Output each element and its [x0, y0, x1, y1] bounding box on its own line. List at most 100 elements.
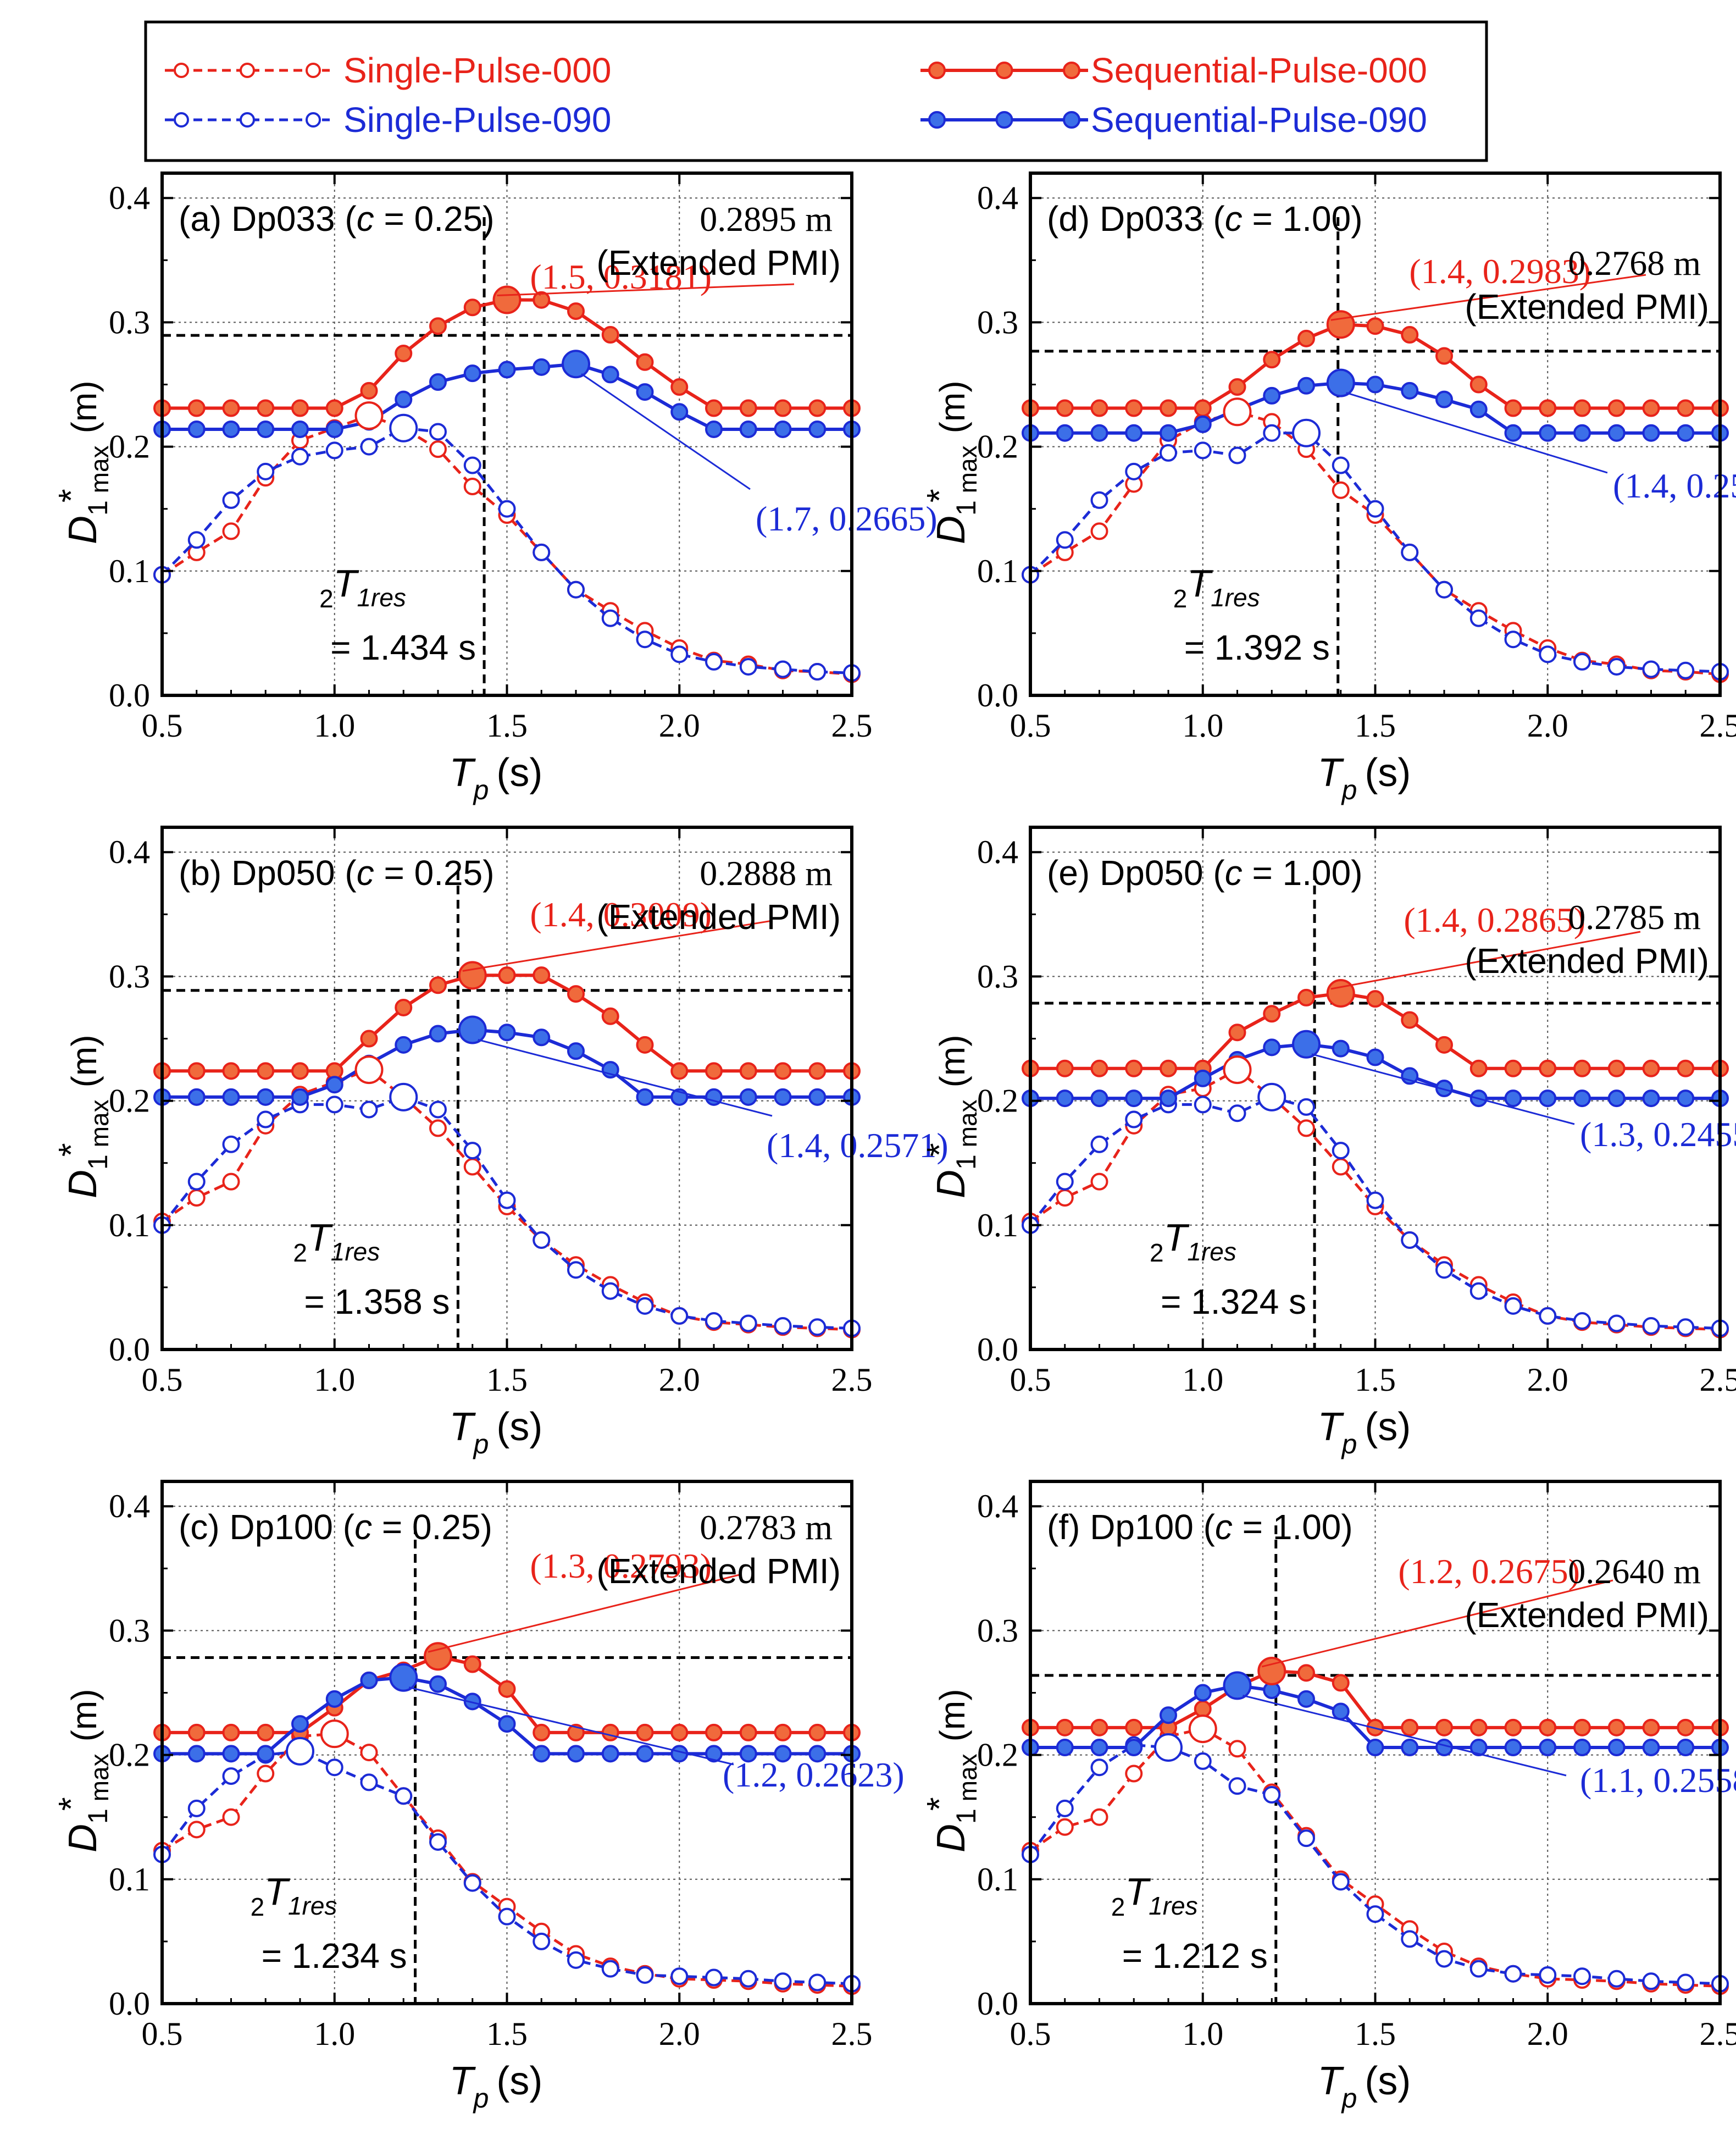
red-peak-label: (1.5, 0.3181) [530, 257, 712, 296]
data-point [1539, 645, 1557, 663]
data-point [1194, 441, 1212, 460]
x-tick-label: 2.0 [1527, 1362, 1568, 1398]
data-point [1194, 1096, 1212, 1114]
single-pulse-090-peak [1292, 418, 1321, 447]
y-tick-label: 0.2 [977, 1083, 1018, 1119]
data-point [291, 1088, 309, 1106]
data-point [739, 1088, 757, 1106]
data-point [1469, 1282, 1488, 1300]
legend-marker [174, 63, 189, 78]
data-point [670, 378, 689, 396]
data-point [1194, 1684, 1212, 1702]
data-point [1332, 1039, 1350, 1058]
data-point [808, 420, 827, 438]
data-point [705, 420, 723, 438]
data-point [705, 652, 723, 671]
y-tick-label: 0.4 [977, 180, 1018, 216]
data-point [739, 1970, 757, 1988]
data-point [774, 420, 792, 438]
resonance-label: 2T1res [1173, 562, 1260, 613]
y-tick-label: 0.3 [977, 958, 1018, 994]
data-point [705, 1968, 723, 1987]
data-point [1435, 1718, 1453, 1736]
data-point [636, 1966, 654, 1984]
pmi-caption: (Extended PMI) [1465, 941, 1709, 981]
x-tick-label: 1.0 [314, 2016, 355, 2052]
data-point [1401, 1739, 1419, 1757]
data-point [808, 1088, 827, 1106]
legend-entry-sequential-pulse-090: Sequential-Pulse-090 [920, 100, 1427, 140]
red-peak-label: (1.4, 0.2865) [1404, 900, 1585, 939]
data-point [1366, 500, 1384, 518]
data-point [1366, 317, 1384, 335]
data-point [1539, 1059, 1557, 1077]
data-point [739, 399, 757, 417]
data-point [1539, 1718, 1557, 1736]
data-point [1090, 1135, 1108, 1153]
data-point [1469, 400, 1488, 418]
data-point [429, 1833, 447, 1851]
blue-peak-label: (1.3, 0.2455) [1580, 1115, 1736, 1154]
blue-peak-label: (1.4, 0.2513) [1613, 466, 1736, 505]
data-point [739, 1062, 757, 1080]
legend-marker [306, 63, 321, 78]
red-peak-label: (1.4, 0.3009) [530, 895, 712, 934]
data-point [774, 1745, 792, 1763]
data-point [1677, 661, 1695, 679]
data-point [1366, 990, 1384, 1008]
data-point [395, 998, 413, 1016]
x-axis-label: Tp (s) [1318, 2059, 1411, 2114]
y-tick-label: 0.3 [109, 304, 150, 340]
data-point [1573, 424, 1591, 442]
data-point [257, 1110, 275, 1129]
single-pulse-000-peak [1223, 397, 1252, 427]
data-point [1160, 444, 1177, 462]
x-tick-label: 1.5 [486, 707, 528, 744]
x-tick-label: 1.0 [1182, 2016, 1223, 2052]
data-point [1194, 1069, 1212, 1087]
data-point [1263, 1005, 1281, 1023]
panel-b: (1.4, 0.3009) (1.4, 0.2571) (b) Dp050 (c =… [51, 826, 949, 1459]
data-point [1469, 609, 1488, 627]
data-point [222, 1062, 240, 1080]
sequential-pulse-090-peak [562, 350, 590, 379]
y-tick-label: 0.2 [109, 1737, 150, 1773]
blue-peak-label: (1.1, 0.2558) [1580, 1761, 1736, 1800]
data-point [533, 1932, 551, 1950]
legend-marker [928, 62, 946, 79]
y-tick-label: 0.3 [109, 1612, 150, 1649]
data-point [1194, 1752, 1212, 1770]
resonance-value-label: = 1.358 s [304, 1282, 450, 1321]
data-point [1677, 1739, 1695, 1757]
data-point [325, 1096, 343, 1114]
data-point [601, 1007, 619, 1025]
data-point [1642, 1972, 1660, 1990]
data-point [1607, 1059, 1626, 1077]
data-point [670, 1967, 689, 1985]
data-point [222, 1172, 240, 1191]
data-point [1677, 1089, 1695, 1108]
sequential-pulse-000-peak [458, 961, 487, 990]
blue-peak-leader [1243, 1694, 1567, 1777]
data-point [567, 985, 585, 1003]
data-point [325, 441, 343, 460]
legend-marker [174, 112, 189, 128]
data-point [1539, 1089, 1557, 1108]
data-point [325, 1690, 343, 1708]
data-point [222, 1135, 240, 1153]
data-point [1607, 657, 1626, 676]
data-point [1607, 424, 1626, 442]
resonance-value-label: = 1.212 s [1122, 1936, 1268, 1976]
x-axis-label: Tp (s) [1318, 751, 1411, 805]
data-point [1573, 1718, 1591, 1736]
data-point [808, 1318, 827, 1336]
data-point [774, 1062, 792, 1080]
pmi-value-label: 0.2640 m [1568, 1552, 1701, 1591]
data-point [1435, 580, 1453, 599]
data-point [808, 1973, 827, 1992]
data-point [1539, 1966, 1557, 1984]
data-point [1435, 1950, 1453, 1968]
data-point [498, 1191, 516, 1209]
y-tick-label: 0.1 [109, 1861, 150, 1898]
data-point [1297, 1098, 1315, 1116]
